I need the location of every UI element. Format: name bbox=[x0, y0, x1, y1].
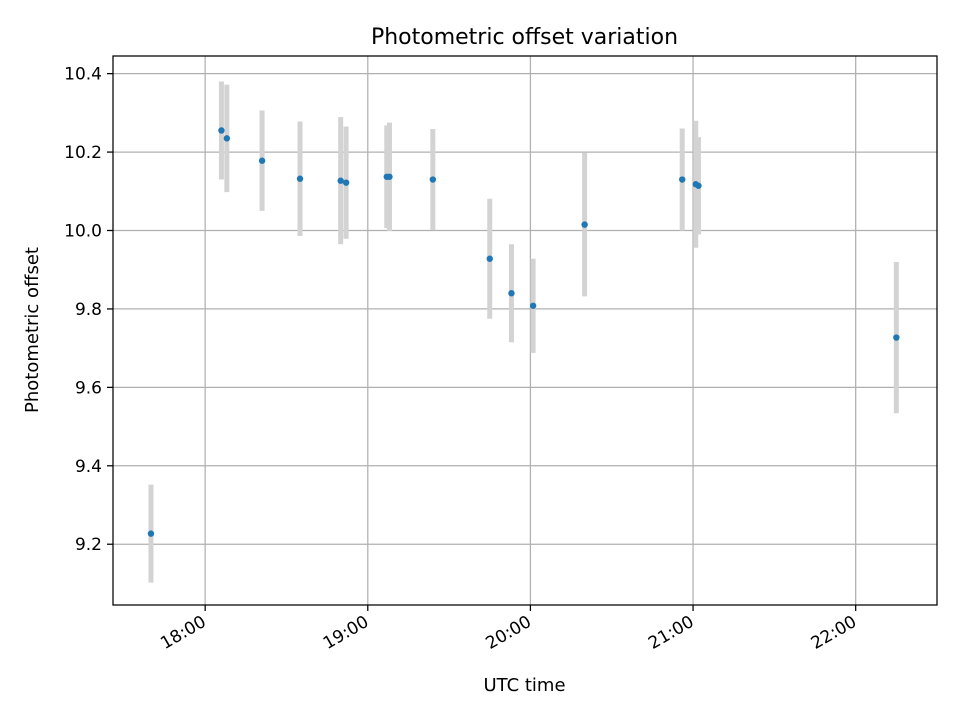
x-axis-label: UTC time bbox=[483, 675, 565, 696]
y-tick-label: 10.4 bbox=[64, 65, 102, 85]
y-tick-label: 9.4 bbox=[75, 457, 102, 477]
data-point bbox=[147, 530, 155, 537]
data-point bbox=[429, 176, 437, 183]
data-points bbox=[147, 127, 900, 537]
y-tick-label: 9.8 bbox=[75, 300, 102, 320]
data-point bbox=[893, 334, 900, 341]
data-point bbox=[218, 127, 225, 134]
data-point bbox=[223, 135, 231, 142]
plot-area-frame bbox=[112, 55, 938, 606]
data-point bbox=[486, 255, 493, 262]
data-point bbox=[342, 179, 350, 186]
y-axis-label: Photometric offset bbox=[22, 247, 43, 413]
data-point bbox=[695, 182, 702, 189]
y-tick-label: 10.0 bbox=[64, 222, 102, 242]
y-tick-label: 9.6 bbox=[75, 378, 102, 398]
data-point bbox=[386, 173, 393, 180]
data-point bbox=[258, 157, 266, 164]
data-point bbox=[529, 302, 537, 309]
data-point bbox=[296, 175, 304, 182]
y-tick-label: 9.2 bbox=[75, 535, 102, 555]
chart-title: Photometric offset variation bbox=[371, 25, 678, 50]
data-point bbox=[337, 177, 344, 184]
data-point bbox=[679, 176, 686, 183]
data-point bbox=[581, 221, 588, 228]
grid-lines bbox=[113, 56, 937, 605]
y-axis-ticks: 9.2 9.4 9.6 9.8 10.0 10.2 10.4 bbox=[64, 65, 113, 555]
y-tick-label: 10.2 bbox=[64, 143, 102, 163]
data-point bbox=[508, 290, 515, 297]
